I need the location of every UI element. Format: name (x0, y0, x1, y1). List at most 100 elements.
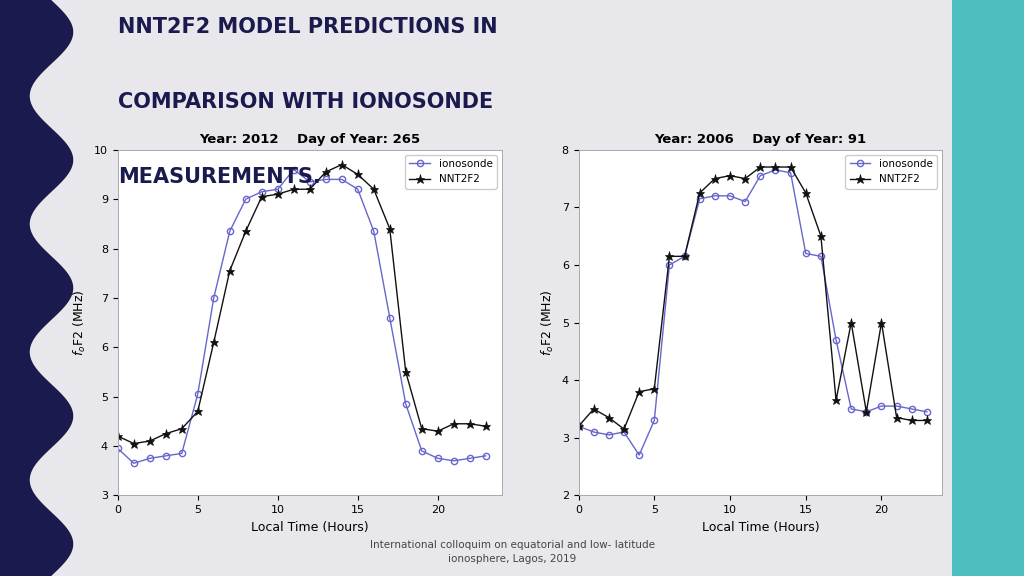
Title: Year: 2006    Day of Year: 91: Year: 2006 Day of Year: 91 (654, 133, 866, 146)
ionosonde (617, 429, 630, 435)
ionosonde (399, 400, 412, 407)
NNT2F2 (617, 426, 630, 433)
NNT2F2 (800, 190, 812, 196)
ionosonde (679, 253, 691, 260)
X-axis label: Local Time (Hours): Local Time (Hours) (701, 521, 819, 533)
Legend: ionosonde, NNT2F2: ionosonde, NNT2F2 (846, 155, 937, 188)
ionosonde (479, 452, 492, 459)
ionosonde (664, 262, 676, 268)
Title: Year: 2012    Day of Year: 265: Year: 2012 Day of Year: 265 (200, 133, 420, 146)
NNT2F2 (845, 319, 857, 326)
Line: NNT2F2: NNT2F2 (574, 162, 932, 434)
NNT2F2 (416, 425, 428, 432)
ionosonde (784, 169, 797, 176)
ionosonde (572, 423, 585, 430)
NNT2F2 (739, 175, 752, 182)
ionosonde (351, 186, 364, 193)
NNT2F2 (351, 171, 364, 178)
ionosonde (769, 166, 781, 173)
NNT2F2 (479, 423, 492, 430)
NNT2F2 (876, 319, 888, 326)
ionosonde (288, 166, 300, 173)
ionosonde (223, 228, 236, 234)
ionosonde (648, 417, 660, 424)
ionosonde (416, 448, 428, 454)
ionosonde (921, 408, 933, 415)
NNT2F2 (664, 253, 676, 260)
ionosonde (891, 403, 903, 410)
ionosonde (693, 195, 706, 202)
NNT2F2 (633, 388, 645, 395)
NNT2F2 (336, 161, 348, 168)
ionosonde (271, 186, 284, 193)
ionosonde (336, 176, 348, 183)
NNT2F2 (271, 191, 284, 198)
NNT2F2 (829, 397, 842, 404)
NNT2F2 (709, 175, 721, 182)
NNT2F2 (191, 408, 204, 415)
ionosonde (112, 445, 124, 452)
ionosonde (754, 172, 766, 179)
NNT2F2 (754, 164, 766, 170)
NNT2F2 (143, 438, 156, 445)
X-axis label: Local Time (Hours): Local Time (Hours) (251, 521, 369, 533)
NNT2F2 (160, 430, 172, 437)
NNT2F2 (679, 253, 691, 260)
ionosonde (815, 253, 827, 260)
ionosonde (447, 457, 460, 464)
ionosonde (860, 408, 872, 415)
ionosonde (905, 406, 918, 412)
Text: International colloquim on equatorial and low- latitude
ionosphere, Lagos, 2019: International colloquim on equatorial an… (370, 540, 654, 564)
ionosonde (240, 196, 252, 203)
ionosonde (845, 406, 857, 412)
NNT2F2 (905, 417, 918, 424)
ionosonde (603, 431, 615, 438)
ionosonde (800, 250, 812, 257)
Text: MEASUREMENTS.: MEASUREMENTS. (118, 167, 321, 187)
NNT2F2 (815, 233, 827, 240)
ionosonde (724, 192, 736, 199)
Legend: ionosonde, NNT2F2: ionosonde, NNT2F2 (406, 155, 497, 188)
NNT2F2 (368, 186, 380, 193)
ionosonde (256, 188, 268, 195)
NNT2F2 (588, 406, 600, 412)
NNT2F2 (128, 440, 140, 447)
Line: ionosonde: ionosonde (575, 167, 930, 458)
ionosonde (633, 452, 645, 458)
NNT2F2 (319, 169, 332, 176)
ionosonde (128, 460, 140, 467)
NNT2F2 (603, 414, 615, 421)
NNT2F2 (464, 420, 476, 427)
ionosonde (464, 455, 476, 462)
NNT2F2 (769, 164, 781, 170)
NNT2F2 (648, 385, 660, 392)
NNT2F2 (784, 164, 797, 170)
Y-axis label: $f_o$F2 (MHz): $f_o$F2 (MHz) (73, 289, 88, 356)
ionosonde (739, 198, 752, 205)
ionosonde (829, 336, 842, 343)
Y-axis label: $f_o$F2 (MHz): $f_o$F2 (MHz) (540, 289, 556, 356)
ionosonde (588, 429, 600, 435)
Line: NNT2F2: NNT2F2 (114, 160, 490, 448)
NNT2F2 (176, 425, 188, 432)
NNT2F2 (256, 193, 268, 200)
NNT2F2 (860, 408, 872, 415)
NNT2F2 (112, 433, 124, 439)
ionosonde (384, 314, 396, 321)
NNT2F2 (303, 186, 315, 193)
NNT2F2 (223, 267, 236, 274)
ionosonde (143, 455, 156, 462)
NNT2F2 (891, 414, 903, 421)
ionosonde (191, 391, 204, 397)
NNT2F2 (693, 190, 706, 196)
ionosonde (432, 455, 444, 462)
NNT2F2 (921, 417, 933, 424)
Line: ionosonde: ionosonde (115, 166, 488, 467)
NNT2F2 (399, 369, 412, 376)
NNT2F2 (288, 186, 300, 193)
ionosonde (368, 228, 380, 234)
ionosonde (160, 452, 172, 459)
ionosonde (876, 403, 888, 410)
ionosonde (303, 179, 315, 185)
ionosonde (709, 192, 721, 199)
